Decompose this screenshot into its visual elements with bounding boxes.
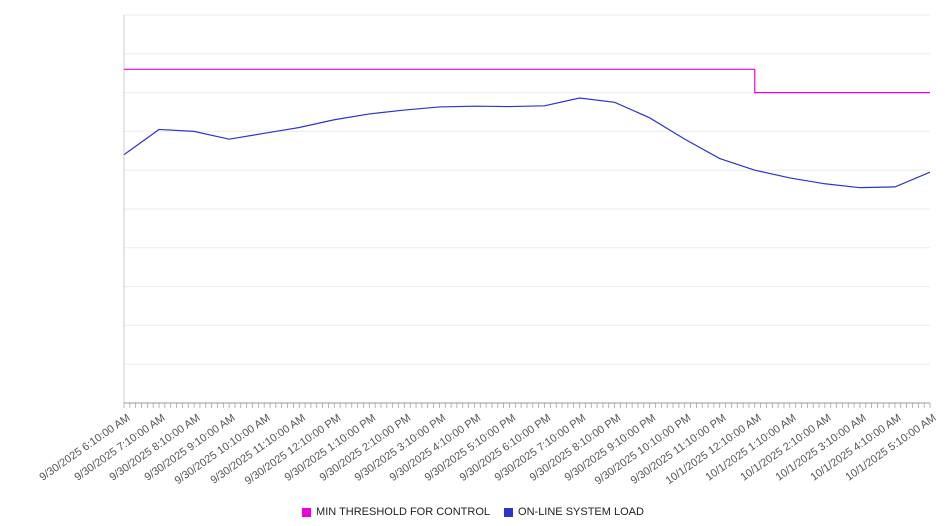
legend-label-min-threshold: MIN THRESHOLD FOR CONTROL bbox=[316, 506, 491, 518]
chart-plot-area bbox=[123, 14, 931, 408]
series-line-1 bbox=[123, 97, 931, 189]
legend-item-min-threshold: MIN THRESHOLD FOR CONTROL bbox=[302, 506, 490, 518]
legend-item-system-load: ON-LINE SYSTEM LOAD bbox=[504, 506, 644, 518]
legend-label-system-load: ON-LINE SYSTEM LOAD bbox=[518, 506, 644, 518]
legend-swatch-system-load-icon bbox=[504, 507, 514, 517]
legend-swatch-min-threshold-icon bbox=[302, 507, 312, 517]
chart-legend: MIN THRESHOLD FOR CONTROL ON-LINE SYSTEM… bbox=[0, 506, 946, 518]
series-line-0 bbox=[124, 68, 930, 94]
